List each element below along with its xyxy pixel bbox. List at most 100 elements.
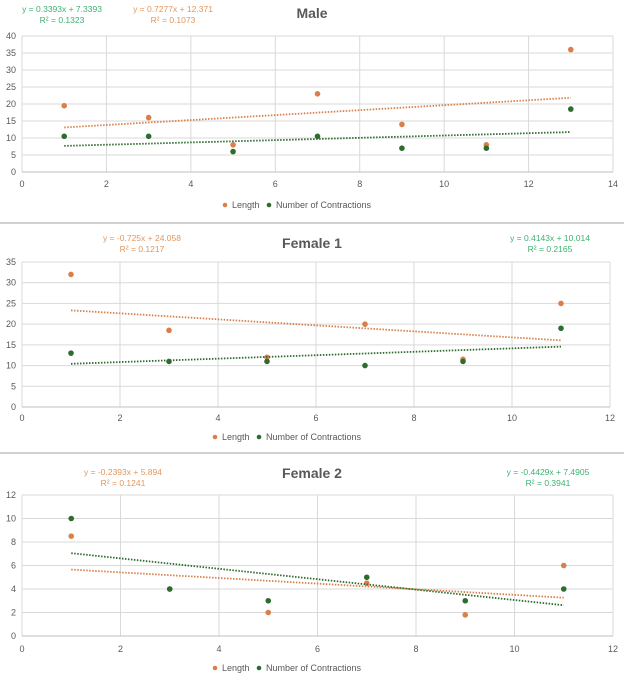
- female-1-contractions-r2: R² = 0.2165: [528, 244, 573, 254]
- male-xtick-label: 0: [19, 179, 24, 189]
- female-1-contractions-point: [460, 358, 466, 365]
- female-2-contractions-point: [166, 586, 173, 592]
- male-legend-contractions-marker: [266, 202, 272, 208]
- female-1-contractions-point: [166, 358, 172, 365]
- female-1-contractions-point: [264, 358, 270, 365]
- female-2-xtick-label: 10: [509, 644, 519, 654]
- female-1-xtick-label: 12: [605, 413, 615, 423]
- female-1-length-point: [362, 321, 368, 327]
- male-contractions-r2: R² = 0.1323: [40, 15, 85, 25]
- male-legend-length-marker: [222, 202, 228, 208]
- male-contractions-point: [145, 133, 152, 140]
- female-2-chart-title: Female 2: [282, 465, 342, 481]
- male-length-point: [314, 91, 321, 97]
- male-ytick-label: 35: [6, 48, 16, 58]
- male-ytick-label: 5: [11, 150, 16, 160]
- female-2-length-point: [462, 612, 469, 618]
- female-2-contractions-point: [560, 586, 567, 592]
- chart-separator: [0, 222, 624, 224]
- female-2-ytick-label: 6: [11, 561, 16, 571]
- female-2-contractions-point: [462, 597, 469, 604]
- female-1-xtick-label: 4: [215, 413, 220, 423]
- female-1-ytick-label: 5: [11, 381, 16, 391]
- female-1-length-equation: y = -0.725x + 24.058: [103, 233, 181, 243]
- female-2-xtick-label: 2: [118, 644, 123, 654]
- male-contractions-point: [567, 106, 574, 112]
- female-1-legend-contractions-marker: [256, 434, 262, 440]
- female-1-length-point: [68, 271, 74, 278]
- female-2-xtick-label: 0: [19, 644, 24, 654]
- female-2-length-trendline: [71, 568, 564, 599]
- female-1-ytick-label: 25: [6, 298, 16, 308]
- male-xtick-label: 2: [104, 179, 109, 189]
- female-1-xtick-label: 0: [19, 413, 24, 423]
- male-contractions-point: [314, 133, 321, 140]
- female-2-length-r2: R² = 0.1241: [101, 478, 146, 488]
- male-xtick-label: 12: [524, 179, 534, 189]
- female-2-ytick-label: 8: [11, 537, 16, 547]
- female-1-ytick-label: 35: [6, 257, 16, 267]
- female-1-contractions-point: [68, 350, 74, 356]
- female-2-ytick-label: 4: [11, 584, 16, 594]
- male-length-point: [399, 121, 405, 128]
- female-1-chart-title: Female 1: [282, 235, 342, 251]
- female-2-contractions-equation: y = -0.4429x + 7.4905: [507, 467, 590, 477]
- male-legend-length-label: Length: [232, 200, 260, 210]
- chart-separator: [0, 452, 624, 454]
- male-legend-contractions-label: Number of Contractions: [276, 200, 372, 210]
- female-2-ytick-label: 10: [6, 514, 16, 524]
- female-2-legend-length-label: Length: [222, 663, 250, 673]
- male-ytick-label: 40: [6, 31, 16, 41]
- female-2-xtick-label: 6: [315, 644, 320, 654]
- female-1-ytick-label: 30: [6, 278, 16, 288]
- male-length-trendline: [64, 96, 571, 129]
- female-2-contractions-r2: R² = 0.3941: [526, 478, 571, 488]
- female-2-legend-length-marker: [212, 665, 218, 671]
- female-2-ytick-label: 12: [6, 490, 16, 500]
- female-2-contractions-point: [265, 597, 272, 604]
- female-1-ytick-label: 0: [11, 402, 16, 412]
- male-xtick-label: 14: [608, 179, 618, 189]
- male-length-point: [230, 142, 236, 148]
- male-contractions-point: [61, 133, 68, 140]
- female-2-length-equation: y = -0.2393x + 5.894: [84, 467, 162, 477]
- female-1-contractions-trendline: [70, 345, 562, 365]
- female-2-legend-contractions-marker: [256, 665, 262, 671]
- female-2-ytick-label: 0: [11, 631, 16, 641]
- male-length-equation: y = 0.7277x + 12.371: [133, 4, 213, 14]
- male-ytick-label: 25: [6, 82, 16, 92]
- male-ytick-label: 10: [6, 133, 16, 143]
- female-1-length-point: [558, 300, 564, 307]
- female-1-contractions-point: [558, 325, 564, 332]
- male-contractions-point: [230, 148, 236, 155]
- male-contractions-equation: y = 0.3393x + 7.3393: [22, 4, 102, 14]
- female-2-length-point: [363, 580, 370, 586]
- female-2-ytick-label: 2: [11, 608, 16, 618]
- female-1-ytick-label: 10: [6, 361, 16, 371]
- male-ytick-label: 20: [6, 99, 16, 109]
- male-xtick-label: 4: [188, 179, 193, 189]
- male-xtick-label: 10: [439, 179, 449, 189]
- female-1-legend-length-marker: [212, 434, 218, 440]
- male-length-point: [61, 102, 68, 109]
- female-1-length-r2: R² = 0.1217: [120, 244, 165, 254]
- male-xtick-label: 8: [357, 179, 362, 189]
- female-1-length-point: [166, 327, 172, 334]
- male-length-point: [567, 46, 574, 53]
- female-1-xtick-label: 10: [507, 413, 517, 423]
- female-2-length-point: [560, 562, 567, 569]
- female-2-contractions-point: [363, 574, 370, 581]
- male-ytick-label: 15: [6, 116, 16, 126]
- male-xtick-label: 6: [273, 179, 278, 189]
- male-chart-panel: [0, 0, 624, 222]
- female-2-contractions-point: [68, 515, 75, 522]
- female-2-length-point: [68, 533, 75, 539]
- female-1-ytick-label: 15: [6, 340, 16, 350]
- female-1-legend-contractions-label: Number of Contractions: [266, 432, 362, 442]
- female-2-xtick-label: 4: [216, 644, 221, 654]
- female-2-xtick-label: 8: [413, 644, 418, 654]
- female-1-ytick-label: 20: [6, 319, 16, 329]
- female-2-length-point: [265, 609, 272, 616]
- male-contractions-point: [399, 145, 405, 151]
